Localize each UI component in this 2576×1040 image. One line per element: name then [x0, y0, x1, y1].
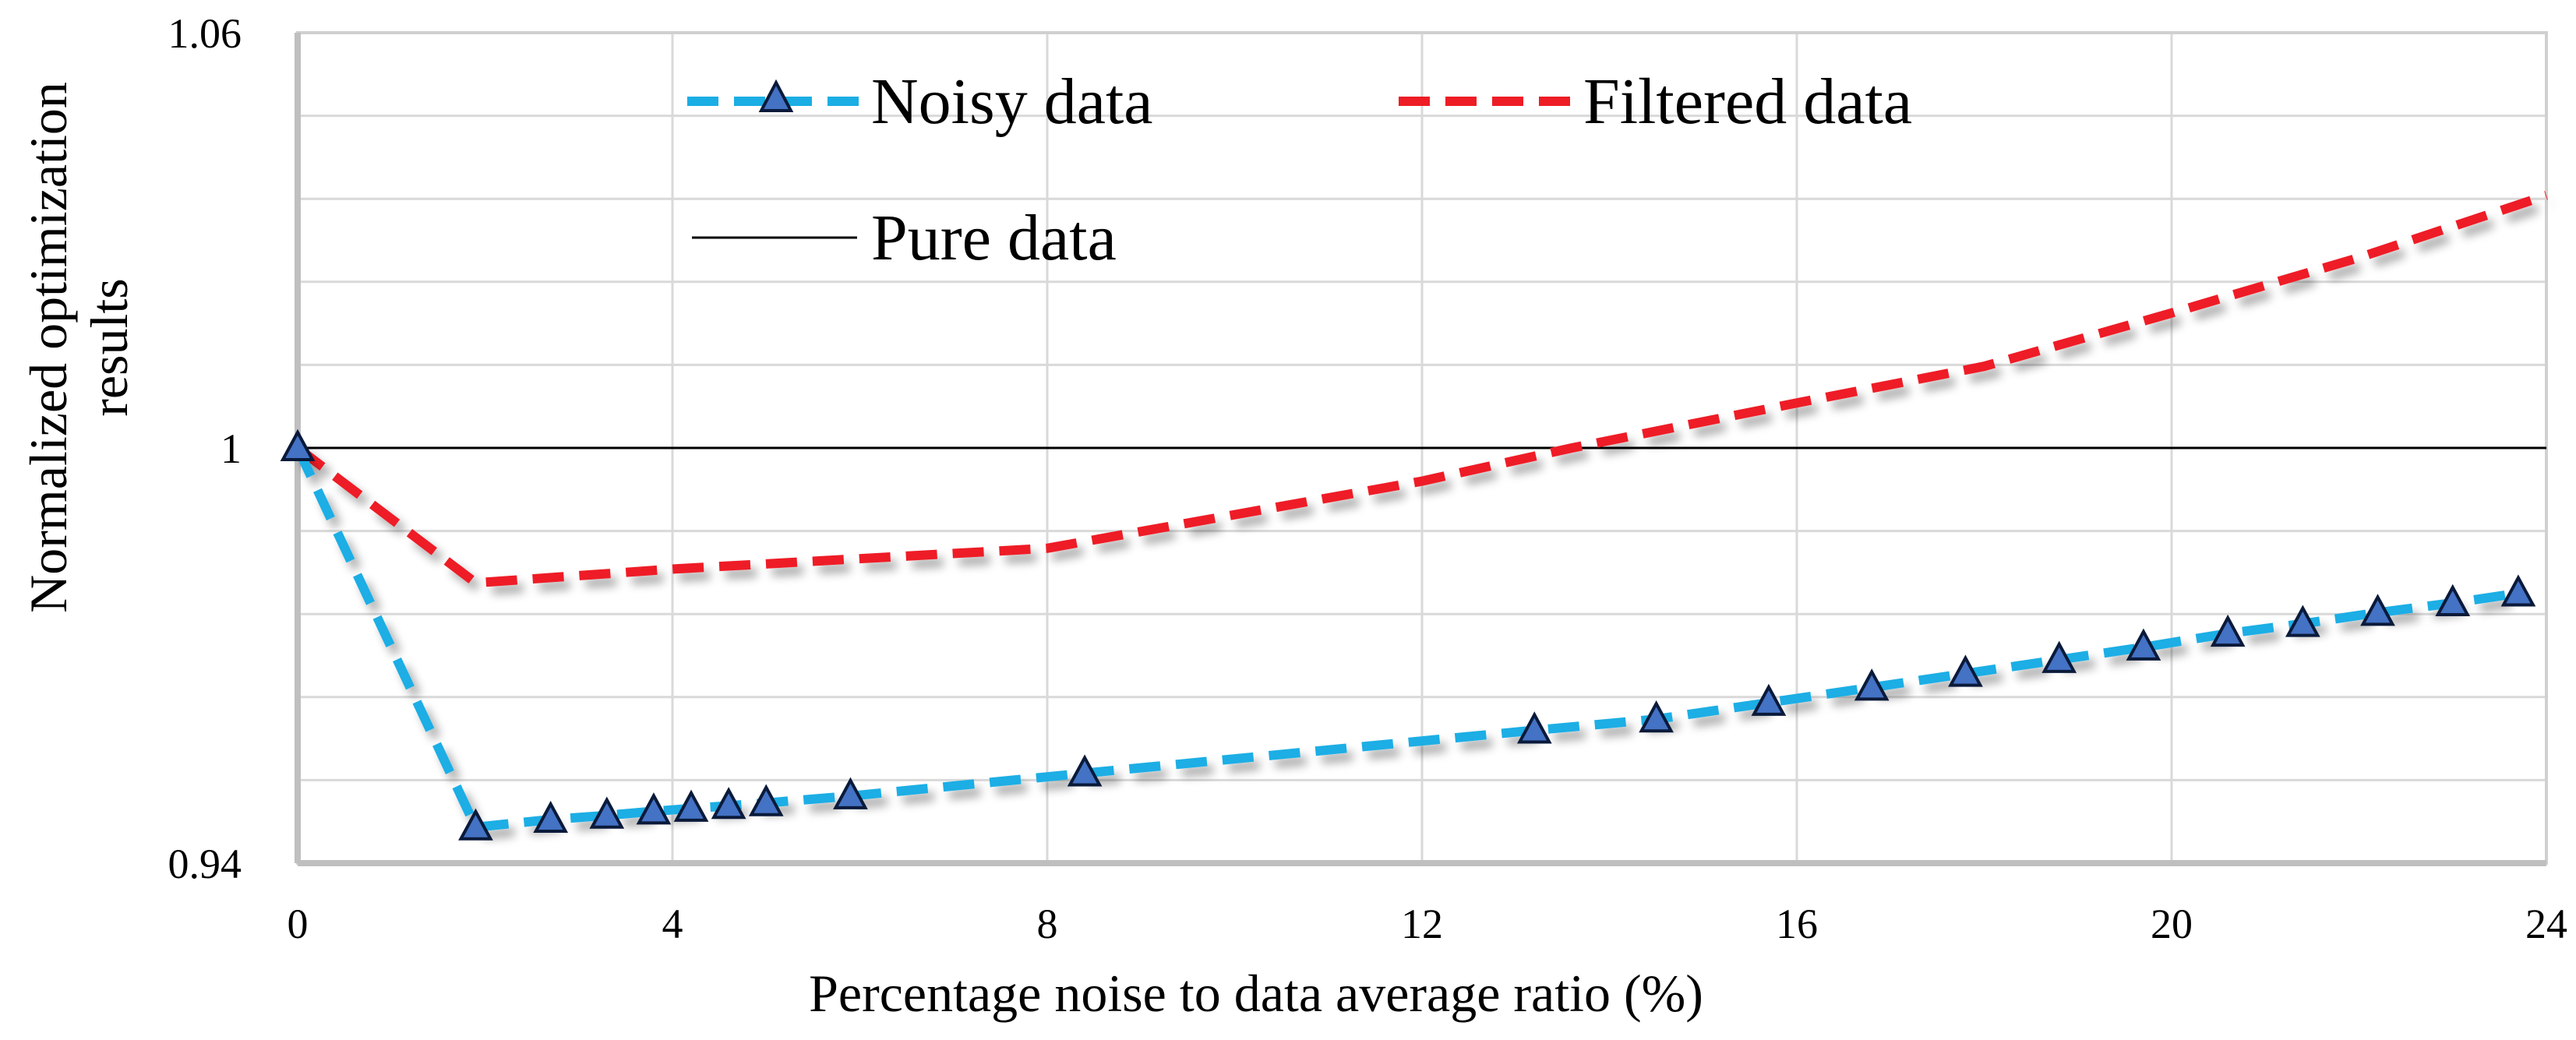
- legend-label-noisy: Noisy data: [871, 65, 1153, 138]
- series-line-noisy-data: [293, 446, 2519, 832]
- x-tick-label: 16: [1776, 901, 1818, 947]
- series-line-filtered-data: [295, 191, 2548, 588]
- y-tick-label: 1: [221, 425, 242, 472]
- data-point-noisy-data: [458, 808, 493, 841]
- x-axis-title: Percentage noise to data average ratio (…: [809, 964, 1703, 1023]
- data-point-noisy-data: [1751, 683, 1787, 716]
- legend: Noisy data Filtered data Pure data: [687, 65, 1912, 274]
- data-point-noisy-data: [673, 789, 709, 822]
- data-point-noisy-data: [280, 428, 316, 461]
- legend-label-filtered: Filtered data: [1583, 65, 1912, 138]
- y-axis-title: Normalized optimization results: [19, 82, 139, 613]
- data-point-noisy-data: [533, 800, 569, 834]
- y-tick-label: 1.06: [168, 10, 242, 57]
- legend-label-pure: Pure data: [871, 202, 1117, 274]
- data-point-noisy-data: [1948, 654, 1983, 687]
- data-point-noisy-data: [1639, 700, 1674, 733]
- data-point-noisy-data: [589, 796, 625, 829]
- x-tick-label: 20: [2151, 901, 2193, 947]
- data-point-noisy-data: [2210, 614, 2246, 647]
- data-point-noisy-data: [2360, 594, 2395, 626]
- legend-swatch-noisy-marker: [758, 79, 794, 112]
- data-point-noisy-data: [1516, 711, 1552, 744]
- x-tick-labels: 0 4 8 12 16 20 24: [288, 901, 2568, 947]
- data-point-noisy-data: [2500, 574, 2536, 607]
- data-point-noisy-data: [833, 777, 868, 809]
- x-tick-label: 4: [662, 901, 683, 947]
- data-point-noisy-data: [1067, 754, 1103, 787]
- data-point-noisy-data: [711, 787, 746, 820]
- series-layer: [280, 191, 2548, 841]
- legend-item-filtered: Filtered data: [1399, 65, 1912, 138]
- x-tick-label: 12: [1401, 901, 1443, 947]
- x-tick-label: 24: [2525, 901, 2567, 947]
- data-point-noisy-data: [2285, 605, 2320, 637]
- data-point-noisy-data: [2435, 583, 2471, 616]
- x-tick-label: 0: [288, 901, 309, 947]
- y-axis-title-line-2: results: [79, 278, 139, 417]
- legend-item-noisy: Noisy data: [687, 65, 1153, 138]
- data-point-noisy-data: [2126, 628, 2161, 661]
- x-tick-label: 8: [1037, 901, 1058, 947]
- legend-item-pure: Pure data: [692, 202, 1117, 274]
- y-tick-labels: 0.94 1 1.06: [168, 10, 242, 887]
- data-point-noisy-data: [1854, 668, 1890, 701]
- data-point-noisy-data: [2041, 640, 2077, 673]
- data-point-noisy-data: [636, 792, 672, 825]
- y-tick-label: 0.94: [168, 841, 242, 887]
- data-point-noisy-data: [748, 784, 784, 816]
- y-axis-title-line-1: Normalized optimization: [19, 82, 78, 613]
